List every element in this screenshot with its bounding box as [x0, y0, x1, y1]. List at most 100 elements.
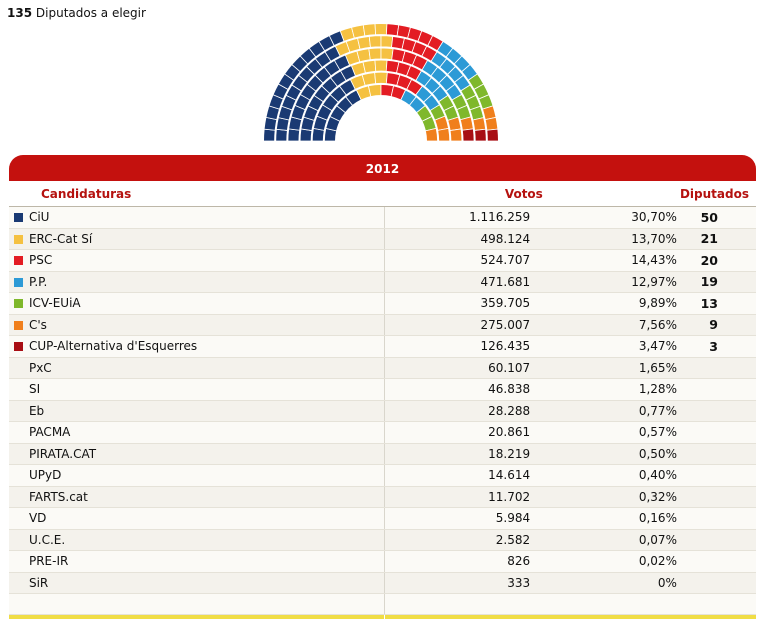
seat-mark — [352, 25, 365, 38]
party-name: PACMA — [29, 422, 385, 444]
seat-mark — [358, 36, 371, 49]
party-votes: 60.107 — [385, 357, 534, 379]
empty-cell — [385, 594, 534, 615]
party-color-cell — [9, 293, 29, 315]
party-percentage: 14,43% — [534, 250, 680, 272]
party-percentage: 13,70% — [534, 228, 680, 250]
seat-mark — [276, 129, 288, 141]
party-seats: 13 — [680, 293, 756, 315]
seat-mark — [487, 129, 499, 141]
seat-mark — [357, 49, 370, 62]
votos-header: Votos — [385, 182, 680, 207]
party-color-cell — [9, 357, 29, 379]
party-name: P.P. — [29, 271, 385, 293]
party-color-cell — [9, 400, 29, 422]
seat-mark — [369, 36, 381, 48]
party-color-cell — [9, 422, 29, 444]
party-name: Eb — [29, 400, 385, 422]
party-name: CiU — [29, 207, 385, 229]
party-votes: 524.707 — [385, 250, 534, 272]
party-name: SiR — [29, 572, 385, 594]
seat-mark — [450, 129, 462, 141]
party-color-swatch — [14, 256, 23, 265]
party-seats — [680, 357, 756, 379]
party-color-cell — [9, 379, 29, 401]
seat-mark — [425, 128, 437, 141]
party-color-cell — [9, 486, 29, 508]
empty-cell — [680, 615, 756, 619]
parliament-hemicycle-chart — [262, 20, 502, 142]
party-name: CUP-Alternativa d'Esquerres — [29, 336, 385, 358]
seat-mark — [264, 129, 276, 141]
party-votes: 14.614 — [385, 465, 534, 487]
party-color-swatch — [14, 278, 23, 287]
seat-mark — [475, 129, 487, 141]
seat-mark — [381, 36, 393, 48]
party-seats: 21 — [680, 228, 756, 250]
party-name: FARTS.cat — [29, 486, 385, 508]
party-name: SI — [29, 379, 385, 401]
party-color-swatch — [14, 235, 23, 244]
party-seats — [680, 508, 756, 530]
empty-cell — [29, 615, 385, 619]
party-color-cell — [9, 336, 29, 358]
seat-mark — [363, 60, 376, 72]
party-percentage: 0,77% — [534, 400, 680, 422]
party-votes: 1.116.259 — [385, 207, 534, 229]
candidaturas-header: Candidaturas — [9, 182, 385, 207]
empty-cell — [385, 615, 534, 619]
party-name: UPyD — [29, 465, 385, 487]
seats-total: 135 — [7, 6, 32, 20]
empty-cell — [534, 615, 680, 619]
party-seats: 9 — [680, 314, 756, 336]
party-color-cell — [9, 465, 29, 487]
seats-header: 135 Diputados a elegir — [7, 6, 146, 20]
party-seats — [680, 572, 756, 594]
party-seats: 20 — [680, 250, 756, 272]
candidaturas-label: Candidaturas — [9, 187, 131, 201]
party-votes: 11.702 — [385, 486, 534, 508]
party-name: ICV-EUiA — [29, 293, 385, 315]
party-percentage: 0% — [534, 572, 680, 594]
seat-mark — [485, 117, 498, 130]
empty-cell — [680, 594, 756, 615]
party-percentage: 0,07% — [534, 529, 680, 551]
party-percentage: 12,97% — [534, 271, 680, 293]
party-color-cell — [9, 572, 29, 594]
party-name: PSC — [29, 250, 385, 272]
seat-mark — [381, 48, 393, 60]
party-percentage: 30,70% — [534, 207, 680, 229]
seat-mark — [386, 24, 398, 36]
table-row-empty — [9, 594, 756, 615]
empty-cell — [9, 615, 29, 619]
seat-mark — [368, 84, 381, 96]
party-votes: 359.705 — [385, 293, 534, 315]
seat-mark — [288, 129, 300, 141]
party-percentage: 0,57% — [534, 422, 680, 444]
party-color-cell — [9, 443, 29, 465]
year-label: 2012 — [366, 162, 399, 176]
diputados-header: Diputados — [680, 182, 756, 207]
empty-cell — [534, 594, 680, 615]
party-votes: 5.984 — [385, 508, 534, 530]
seat-mark — [363, 24, 375, 36]
party-seats — [680, 443, 756, 465]
votos-label: Votos — [505, 187, 543, 201]
party-color-cell — [9, 508, 29, 530]
party-percentage: 0,50% — [534, 443, 680, 465]
seat-mark — [375, 60, 387, 71]
